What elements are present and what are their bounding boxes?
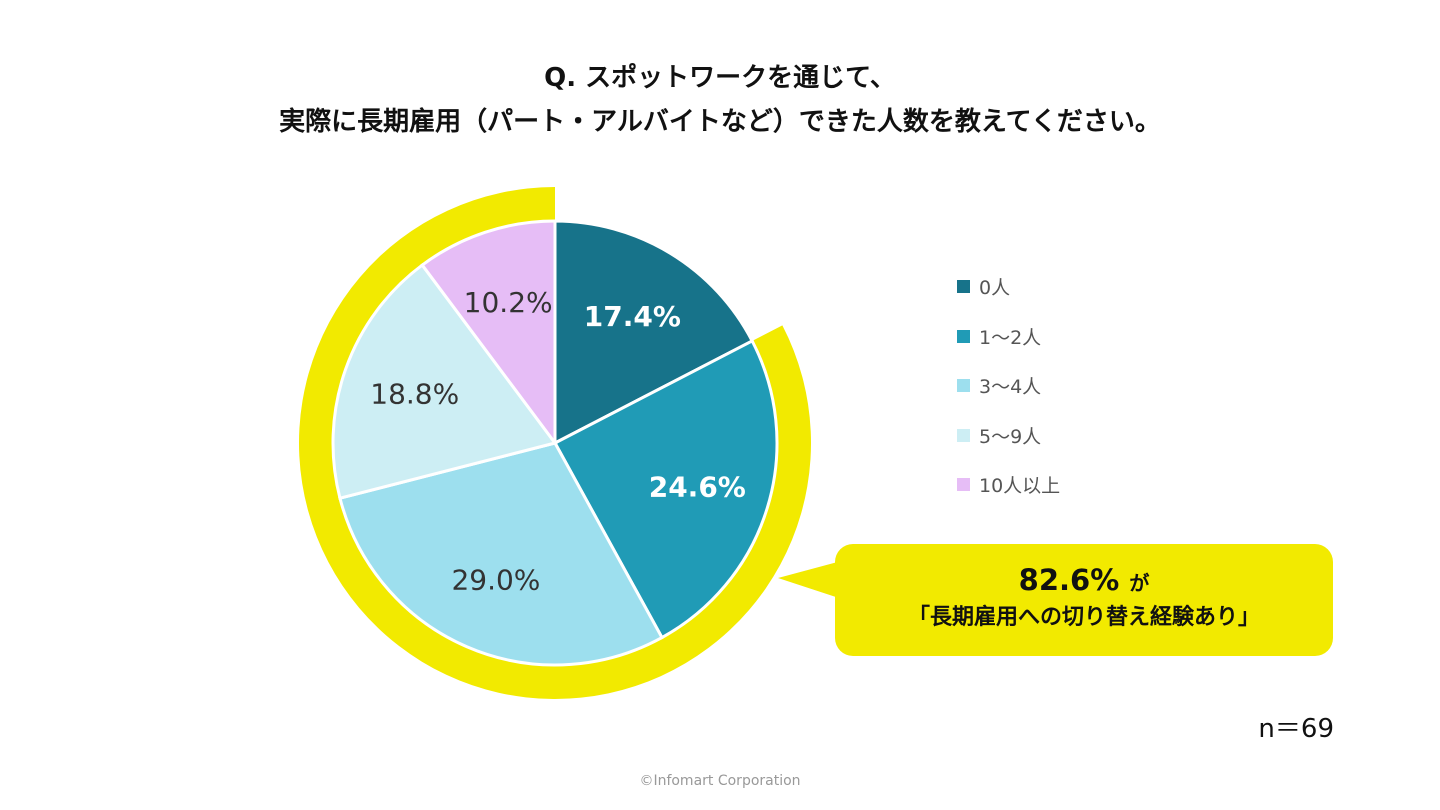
pie-slice	[553, 219, 755, 446]
legend-label: 5〜9人	[979, 425, 1042, 448]
slice-label: 17.4%	[584, 300, 681, 333]
legend-swatch	[957, 379, 970, 393]
legend-item: 1〜2人	[957, 312, 1060, 362]
pie-slice	[331, 262, 558, 501]
chart-title-line1: Q. スポットワークを通じて、	[544, 63, 896, 93]
legend-item: 3〜4人	[957, 361, 1060, 411]
callout-text: 「長期雇用への切り替え経験あり」	[907, 605, 1260, 630]
legend-label: 3〜4人	[979, 376, 1042, 399]
legend-item: 0人	[957, 262, 1060, 312]
pie-slice	[552, 338, 779, 640]
legend-item: 5〜9人	[957, 411, 1060, 461]
slice-label: 18.8%	[370, 377, 459, 410]
legend-swatch	[957, 478, 970, 492]
callout-value: 82.6%	[1018, 563, 1120, 597]
legend: 0人 1〜2人 3〜4人 5〜9人 10人以上	[957, 262, 1060, 510]
legend-swatch	[957, 428, 970, 442]
copyright-footer: ©Infomart Corporation	[639, 773, 801, 789]
slice-label: 29.0%	[451, 564, 540, 597]
slice-label: 10.2%	[464, 286, 553, 319]
chart-title-line2: 実際に長期雇用（パート・アルバイトなど）できた人数を教えてください。	[279, 107, 1161, 137]
legend-label: 10人以上	[979, 475, 1061, 498]
sample-size: n＝69	[1258, 714, 1334, 744]
slice-label: 24.6%	[649, 470, 746, 503]
legend-swatch	[957, 280, 970, 294]
legend-label: 0人	[979, 277, 1011, 300]
legend-swatch	[957, 329, 970, 343]
legend-item: 10人以上	[957, 460, 1060, 510]
callout-suffix: が	[1129, 571, 1150, 595]
pie-slice	[420, 219, 557, 448]
legend-label: 1〜2人	[979, 326, 1042, 349]
callout-pointer	[778, 560, 845, 600]
pie-slice	[338, 441, 664, 667]
callout-box: 82.6% が 「長期雇用への切り替え経験あり」	[835, 544, 1333, 656]
